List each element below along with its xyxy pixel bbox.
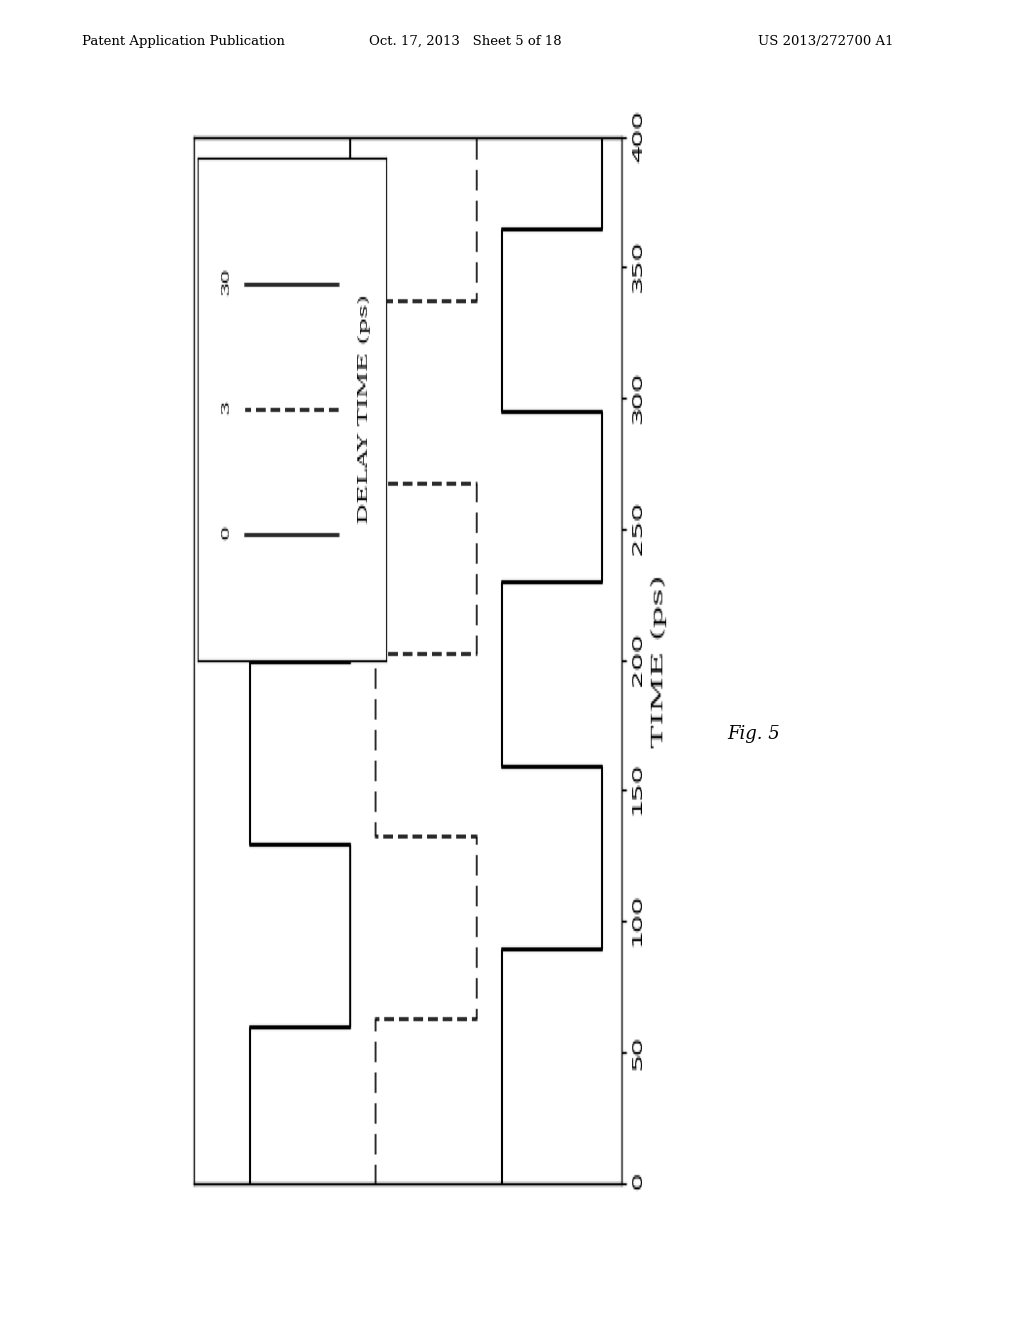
Text: Fig. 5: Fig. 5 [727, 725, 780, 743]
Text: Patent Application Publication: Patent Application Publication [82, 34, 285, 48]
Text: Oct. 17, 2013   Sheet 5 of 18: Oct. 17, 2013 Sheet 5 of 18 [369, 34, 561, 48]
Text: US 2013/272700 A1: US 2013/272700 A1 [758, 34, 893, 48]
